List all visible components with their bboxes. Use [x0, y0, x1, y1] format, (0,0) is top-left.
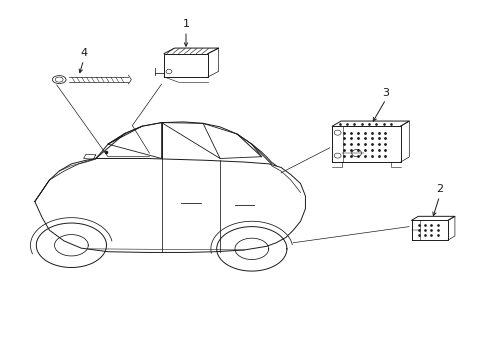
- Text: 4: 4: [80, 48, 87, 58]
- Text: 2: 2: [435, 184, 442, 194]
- Text: 1: 1: [182, 19, 189, 30]
- Text: 3: 3: [382, 87, 388, 98]
